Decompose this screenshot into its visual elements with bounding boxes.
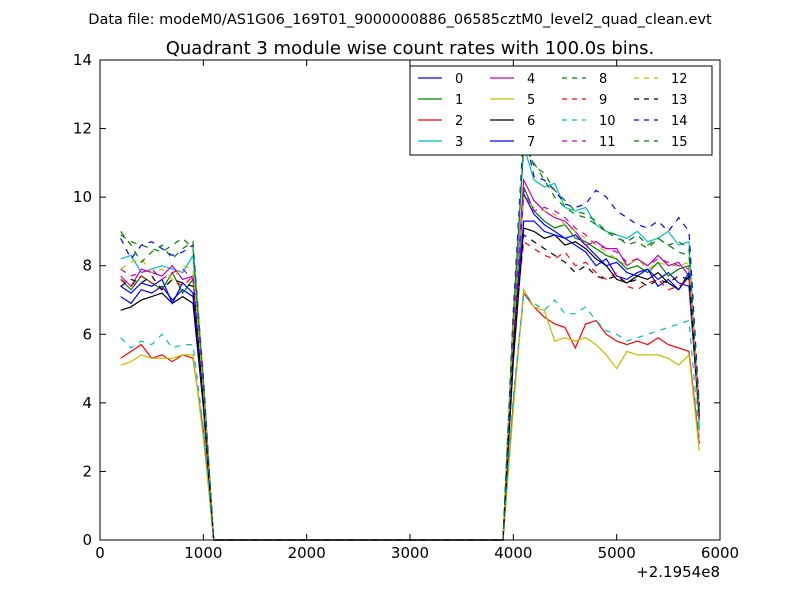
legend-label-9: 9 [599,93,607,108]
legend-label-3: 3 [455,135,463,150]
legend-label-5: 5 [527,93,535,108]
series-line-8 [120,143,700,541]
y-tick-label: 4 [82,394,92,412]
legend-label-11: 11 [599,135,616,150]
legend-label-15: 15 [671,135,688,150]
x-offset-label: +2.1954e8 [636,563,720,581]
series-line-12 [120,195,700,541]
legend-label-4: 4 [527,72,535,87]
y-tick-label: 10 [73,188,92,206]
legend-box [409,65,713,156]
legend-label-6: 6 [527,114,535,129]
y-tick-label: 12 [73,120,92,138]
chart-suptitle: Data file: modeM0/AS1G06_169T01_90000008… [88,12,712,28]
x-tick-label: 2000 [288,544,326,562]
legend-label-7: 7 [527,135,535,150]
x-tick-label: 4000 [494,544,532,562]
legend-label-12: 12 [671,72,688,87]
x-tick-label: 6000 [701,544,739,562]
x-tick-label: 3000 [391,544,429,562]
y-tick-label: 14 [73,51,92,69]
x-tick-label: 0 [95,544,105,562]
chart-title: Quadrant 3 module wise count rates with … [166,38,655,59]
x-tick-label: 5000 [598,544,636,562]
legend-label-13: 13 [671,93,688,108]
y-tick-label: 6 [82,325,92,343]
legend-label-10: 10 [599,114,616,129]
legend-label-2: 2 [455,114,463,129]
y-tick-label: 8 [82,257,92,275]
legend-label-14: 14 [671,114,688,129]
legend-label-0: 0 [455,72,463,87]
y-tick-label: 0 [82,531,92,549]
plot-frame [99,59,721,541]
legend-label-8: 8 [599,72,607,87]
legend-label-1: 1 [455,93,463,108]
y-tick-label: 2 [82,462,92,480]
x-tick-label: 1000 [184,544,222,562]
